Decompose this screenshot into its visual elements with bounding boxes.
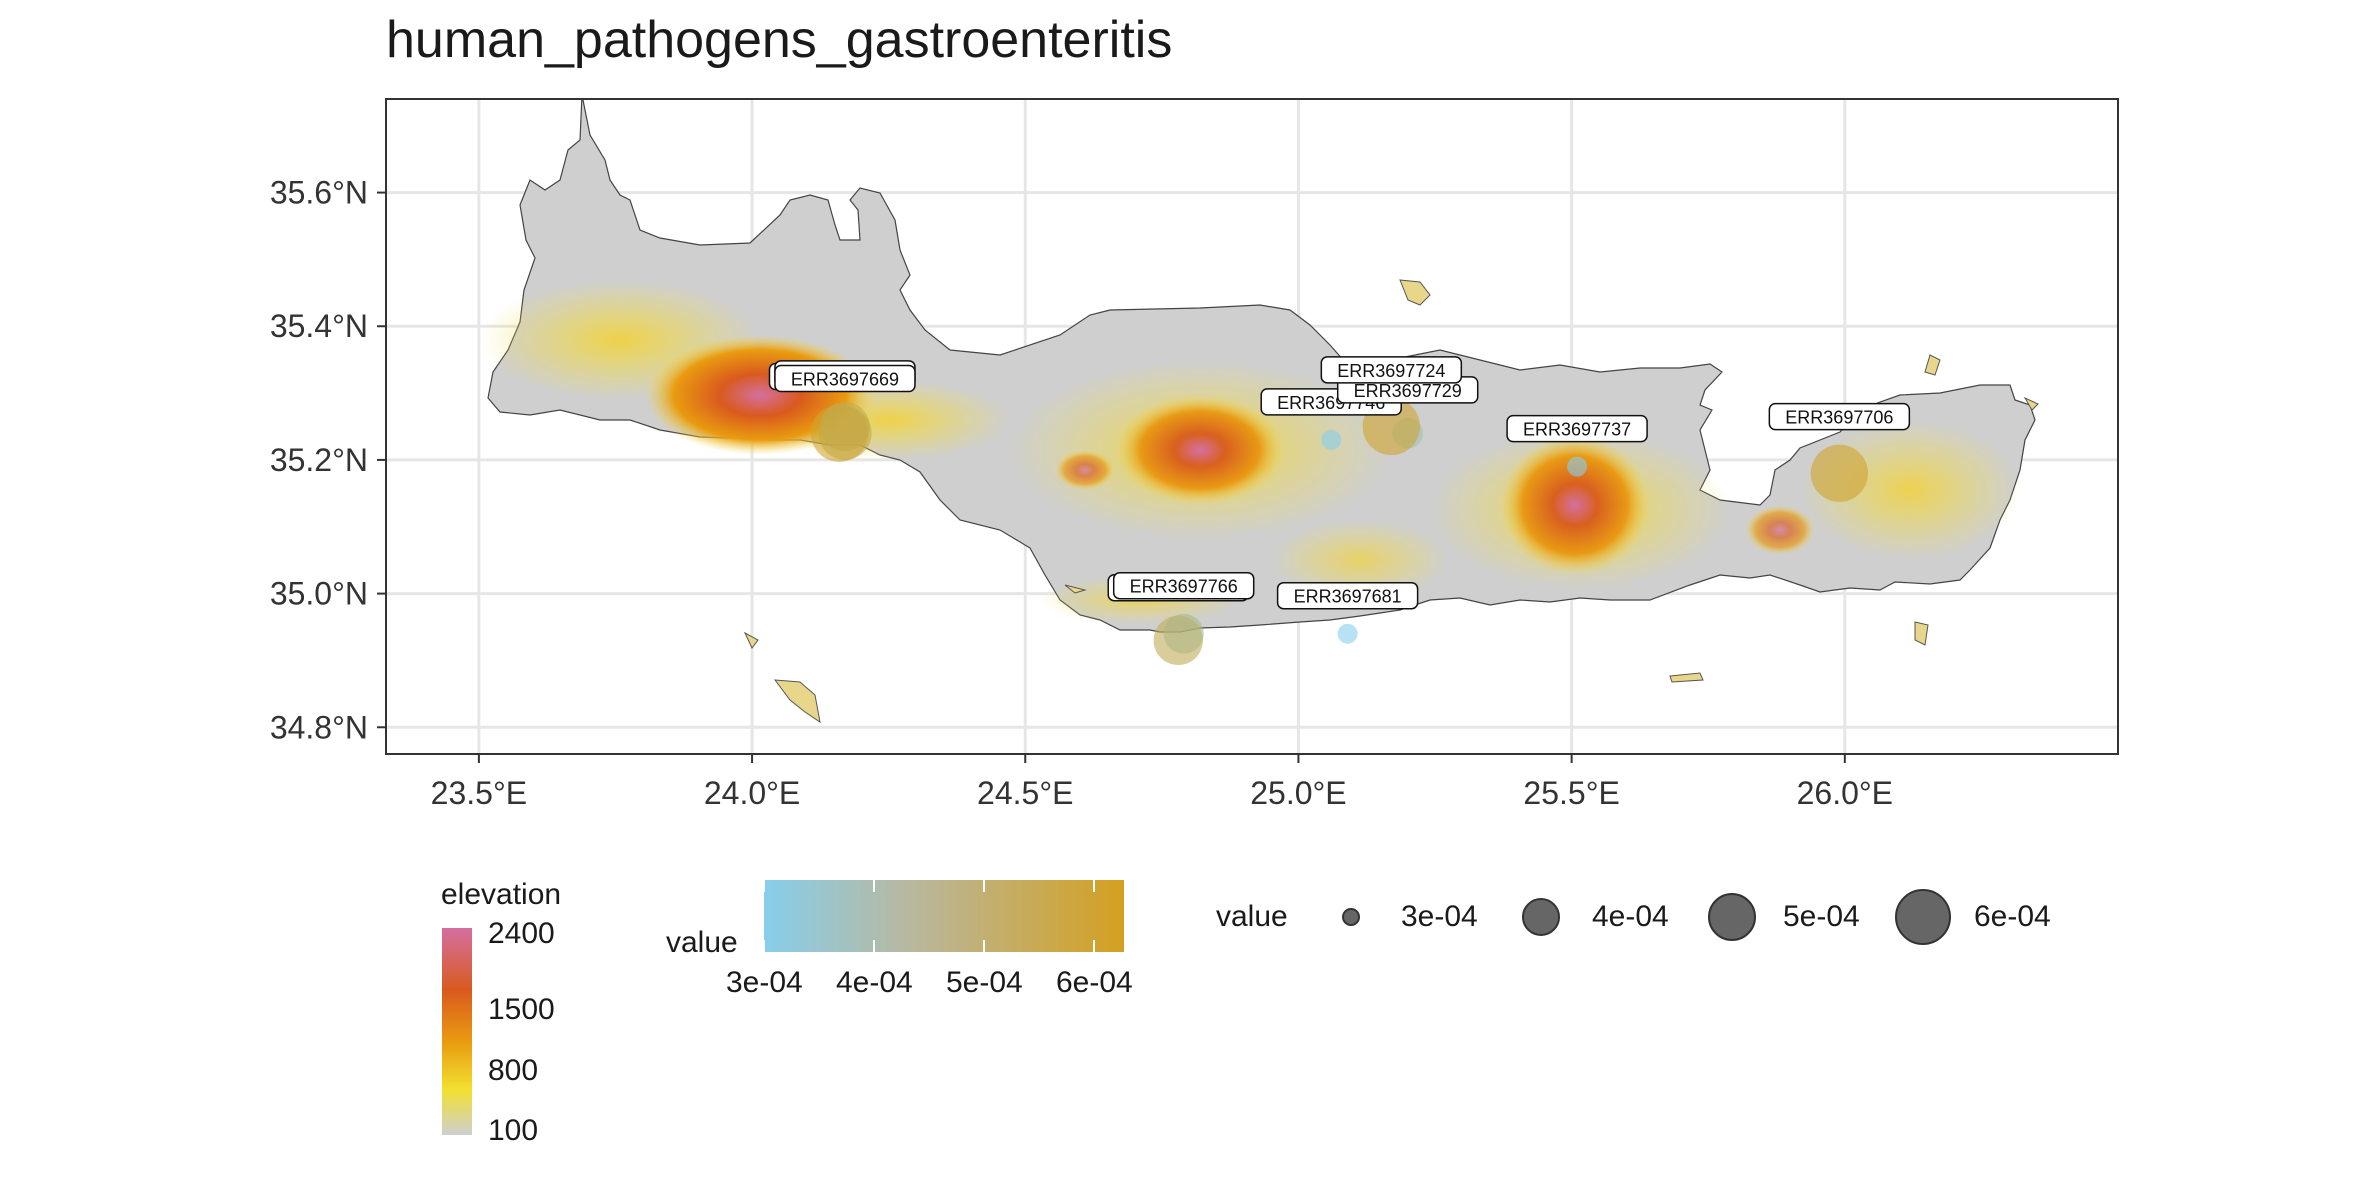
x-tick-label: 25.0°E [1250, 775, 1346, 811]
islet [1064, 584, 1087, 594]
sample-label-box [1112, 571, 1255, 600]
elevation-legend-title: elevation [441, 878, 562, 911]
islet [1924, 354, 1941, 376]
elevation-label: 100 [488, 1114, 539, 1147]
elevation-label: 1500 [488, 993, 555, 1026]
islet [743, 631, 759, 649]
sample-label-box [1276, 581, 1419, 610]
terrain-yellow [1270, 520, 1450, 600]
value-colorbar-label: 4e-04 [836, 966, 913, 999]
sample-label: ERR3697681 [1276, 581, 1419, 610]
size-key-5e-04 [1708, 893, 1756, 941]
sample-label-text: ERR3697706 [1785, 408, 1893, 428]
sample-label-box [1768, 402, 1911, 431]
size-legend-label: 5e-04 [1783, 900, 1860, 933]
size-legend-label: 4e-04 [1592, 900, 1669, 933]
sample-label-text: ERR3697729 [1354, 381, 1462, 401]
sample-label-box [1506, 414, 1648, 443]
elevation-colorbar [442, 928, 472, 1135]
plot-title: human_pathogens_gastroenteritis [386, 11, 1173, 69]
size-legend-title: value [1216, 900, 1288, 933]
sample-point [1337, 623, 1358, 644]
sample-label-text: ERR3697669 [791, 370, 899, 390]
sample-label: ERR3697706 [1768, 402, 1911, 431]
y-tick-label: 35.2°N [270, 442, 368, 478]
value-colorbar-label: 5e-04 [946, 966, 1023, 999]
size-legend-keys [1342, 889, 1951, 945]
islet [2023, 396, 2039, 411]
sample-label-box [774, 364, 916, 393]
panel-border [385, 98, 2119, 755]
islet [773, 679, 821, 724]
value-colorbar-label: 6e-04 [1056, 966, 1133, 999]
y-tick-label: 35.0°N [270, 576, 368, 612]
x-tick-label: 23.5°E [431, 775, 527, 811]
sample-label-text: ERR3697724 [1337, 361, 1445, 381]
size-key-6e-04 [1895, 889, 1951, 945]
y-tick-label: 35.6°N [270, 175, 368, 211]
size-legend-label: 3e-04 [1401, 900, 1478, 933]
x-tick-label: 24.5°E [977, 775, 1073, 811]
elevation-label: 2400 [488, 917, 555, 950]
sample-label: ERR3697724 [1320, 356, 1463, 384]
size-legend-label: 6e-04 [1974, 900, 2051, 933]
y-tick-label: 34.8°N [270, 709, 368, 745]
sample-label: ERR3697737 [1506, 414, 1648, 443]
x-tick-label: 25.5°E [1523, 775, 1619, 811]
x-tick-label: 24.0°E [704, 775, 800, 811]
axes: 23.5°E 24.0°E 24.5°E 25.0°E 25.5°E 26.0°E 35.6… [270, 175, 1893, 811]
value-colorbar [764, 880, 1124, 952]
dikti-mountains [1500, 435, 1650, 575]
elevation-label: 800 [488, 1054, 539, 1087]
sample-label: ERR3697766 [1112, 571, 1255, 600]
psiloritis-mountains [1115, 395, 1285, 505]
sample-label: ERR3697669 [774, 364, 916, 393]
islets [743, 279, 2039, 724]
value-colorbar-label: 3e-04 [726, 966, 803, 999]
sample-point [1163, 613, 1204, 654]
sample-points [810, 397, 1869, 666]
sample-label-text: ERR3697766 [1130, 577, 1238, 597]
terrain-orange [1055, 450, 1115, 490]
sample-point [1810, 444, 1869, 502]
value-colorbar-title: value [666, 926, 738, 959]
sample-label-text: ERR3697737 [1523, 420, 1631, 440]
size-key-4e-04 [1522, 898, 1560, 936]
y-tick-label: 35.4°N [270, 308, 368, 344]
sample-labels: ERR3697665ERR3697668ERR3697669ERR3697746… [768, 356, 1911, 610]
sample-point [818, 406, 872, 460]
x-tick-label: 26.0°E [1797, 775, 1893, 811]
islet [1914, 621, 1929, 646]
size-key-3e-04 [1342, 908, 1360, 926]
terrain-orange [1745, 505, 1815, 555]
sample-label-text: ERR3697681 [1294, 587, 1402, 607]
islet [1669, 672, 1704, 683]
sample-point [1321, 429, 1342, 450]
sample-label-box [1320, 356, 1463, 384]
value-colorbar-ticks [763, 880, 1095, 952]
sample-point [1567, 456, 1588, 477]
islet [1399, 279, 1431, 306]
